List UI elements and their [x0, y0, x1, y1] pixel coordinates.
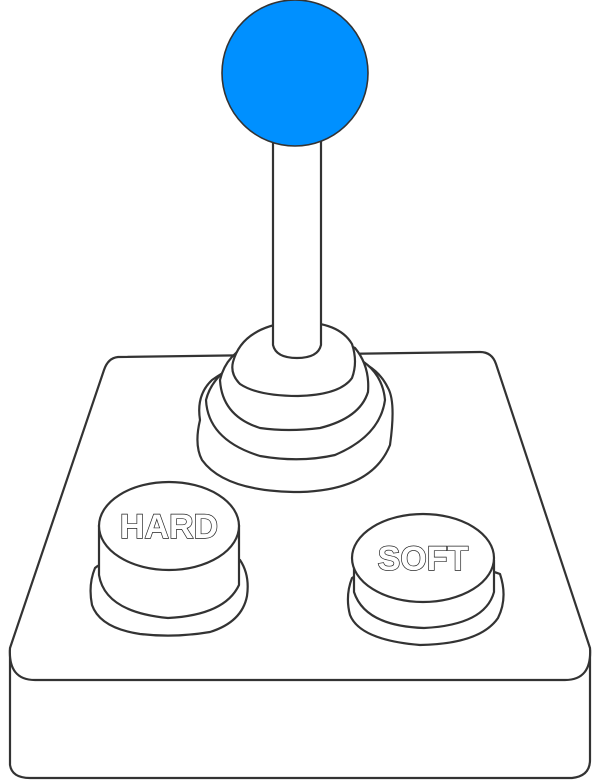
soft-button[interactable]: SOFT	[346, 512, 505, 647]
stick-shaft	[271, 118, 323, 360]
soft-button-label: SOFT	[378, 540, 469, 578]
hard-button[interactable]: HARD	[89, 480, 249, 637]
joystick-knob[interactable]	[221, 0, 369, 147]
hard-button-label: HARD	[120, 508, 218, 546]
base-front-face	[8, 648, 592, 780]
